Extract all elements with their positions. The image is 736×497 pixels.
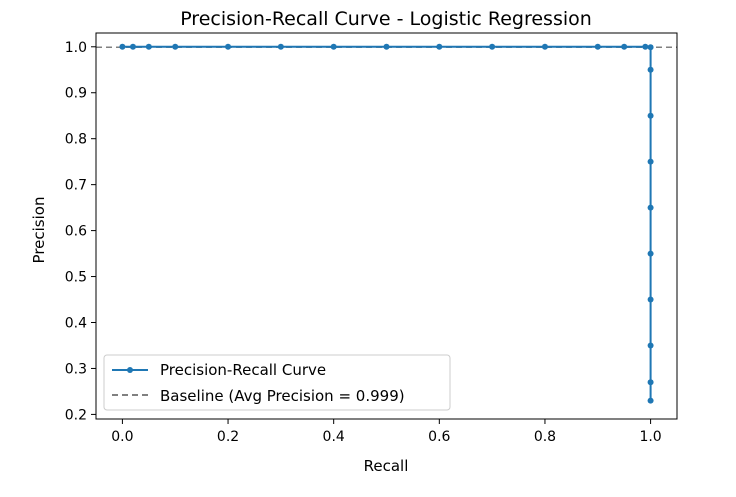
x-tick-label: 0.2 bbox=[217, 429, 239, 445]
data-point bbox=[647, 250, 654, 257]
data-point bbox=[647, 66, 654, 73]
y-axis-label: Precision bbox=[30, 197, 48, 264]
data-point bbox=[172, 43, 179, 50]
data-point bbox=[436, 43, 443, 50]
data-point bbox=[647, 44, 654, 51]
y-tick-label: 0.5 bbox=[65, 270, 87, 286]
data-point bbox=[621, 43, 628, 50]
x-tick-label: 0.0 bbox=[111, 429, 133, 445]
data-point bbox=[541, 43, 548, 50]
y-tick-label: 1.0 bbox=[65, 40, 87, 56]
data-point bbox=[647, 397, 654, 404]
data-point bbox=[489, 43, 496, 50]
data-point bbox=[647, 204, 654, 211]
legend-label-baseline: Baseline (Avg Precision = 0.999) bbox=[160, 387, 405, 405]
y-tick-label: 0.6 bbox=[65, 224, 87, 240]
data-point bbox=[330, 43, 337, 50]
data-point bbox=[647, 112, 654, 119]
y-tick-label: 0.7 bbox=[65, 178, 87, 194]
data-point bbox=[383, 43, 390, 50]
y-tick-label: 0.2 bbox=[65, 407, 87, 423]
data-point bbox=[647, 342, 654, 349]
legend: Precision-Recall Curve Baseline (Avg Pre… bbox=[103, 354, 451, 411]
y-tick-label: 0.4 bbox=[65, 316, 87, 332]
data-point bbox=[647, 158, 654, 165]
chart-title: Precision-Recall Curve - Logistic Regres… bbox=[180, 8, 592, 30]
legend-box bbox=[103, 354, 451, 411]
x-tick-label: 1.0 bbox=[639, 429, 661, 445]
precision-recall-line bbox=[122, 45, 652, 401]
data-point bbox=[225, 43, 232, 50]
x-tick-label: 0.8 bbox=[534, 429, 556, 445]
data-point bbox=[647, 296, 654, 303]
y-tick-label: 0.9 bbox=[65, 86, 87, 102]
data-point bbox=[647, 379, 654, 386]
x-tick-label: 0.4 bbox=[323, 429, 345, 445]
data-point bbox=[145, 43, 152, 50]
legend-swatch-curve-marker bbox=[127, 367, 133, 373]
legend-label-curve: Precision-Recall Curve bbox=[160, 361, 326, 379]
data-point bbox=[277, 43, 284, 50]
data-point bbox=[594, 43, 601, 50]
x-tick-label: 0.6 bbox=[428, 429, 450, 445]
data-point bbox=[119, 43, 126, 50]
y-tick-label: 0.3 bbox=[65, 361, 87, 377]
data-point bbox=[129, 43, 136, 50]
data-point bbox=[642, 43, 649, 50]
y-tick-label: 0.8 bbox=[65, 132, 87, 148]
x-axis-label: Recall bbox=[364, 457, 409, 475]
plot-frame bbox=[95, 32, 678, 420]
